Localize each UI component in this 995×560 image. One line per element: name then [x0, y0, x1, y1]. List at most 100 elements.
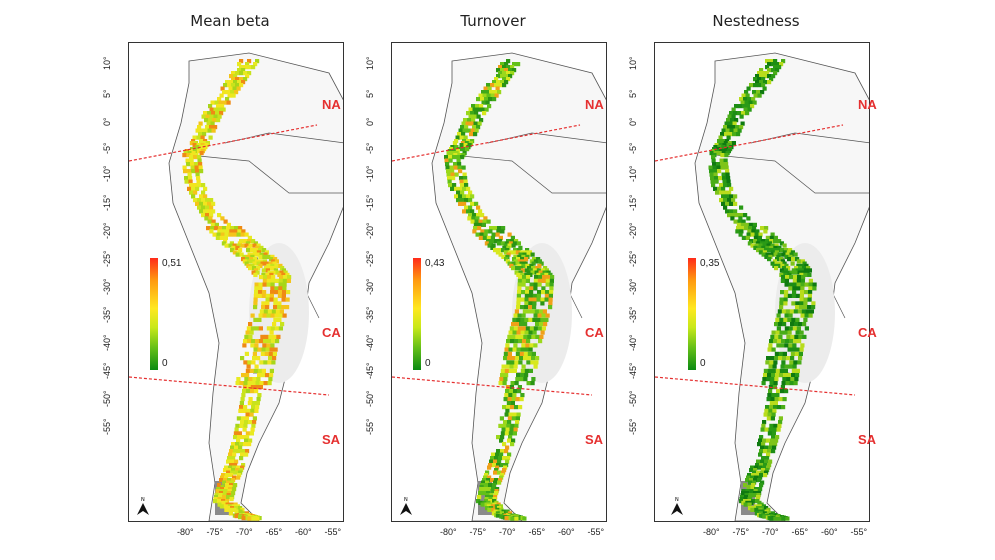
raster-cell [515, 261, 520, 266]
lat-tick-label: -15° [365, 193, 375, 211]
raster-cell [710, 179, 715, 184]
raster-cell [545, 290, 550, 295]
raster-cell [506, 423, 511, 428]
raster-cell [537, 263, 542, 268]
raster-cell [241, 257, 246, 262]
raster-cell [539, 334, 544, 339]
raster-cell [778, 416, 783, 421]
raster-cell [512, 330, 517, 335]
raster-cell [541, 326, 546, 331]
raster-cell [191, 194, 196, 199]
raster-cell [235, 468, 240, 473]
raster-cell [774, 261, 779, 266]
raster-cell [470, 219, 475, 224]
raster-cell [515, 250, 520, 255]
region-label-sa: SA [585, 432, 604, 447]
raster-cell [764, 254, 769, 259]
raster-cell [234, 90, 239, 95]
raster-cell [222, 100, 227, 105]
raster-cell [529, 343, 534, 348]
raster-cell [506, 245, 511, 250]
raster-cell [759, 435, 764, 440]
raster-cell [752, 226, 757, 231]
raster-cell [267, 360, 272, 365]
raster-cell [187, 169, 192, 174]
raster-cell [462, 128, 467, 133]
raster-cell [772, 385, 777, 390]
raster-cell [186, 162, 191, 167]
raster-cell [709, 151, 714, 156]
raster-cell [748, 222, 753, 227]
raster-cell [241, 435, 246, 440]
raster-cell [228, 243, 233, 248]
raster-cell [520, 272, 525, 277]
raster-cell [531, 351, 536, 356]
raster-cell [721, 145, 726, 150]
raster-cell [789, 309, 794, 314]
raster-cell [799, 301, 804, 306]
raster-cell [444, 158, 449, 163]
raster-cell [803, 305, 808, 310]
raster-cell [212, 118, 217, 123]
raster-cell [240, 232, 245, 237]
raster-cell [271, 360, 276, 365]
lon-tick-label: -65° [528, 527, 546, 537]
raster-cell [268, 377, 273, 382]
raster-cell [271, 309, 276, 314]
raster-cell [528, 305, 533, 310]
lon-tick-label: -80° [440, 527, 457, 537]
lat-tick-label: -25° [102, 250, 112, 267]
raster-cell [756, 459, 761, 464]
raster-cell [772, 263, 777, 268]
raster-cell [494, 93, 499, 98]
raster-cell [783, 297, 788, 302]
map-panel-nestedness: Nestedness 0,35 0 NA CA SA N 10° 5° 0° -5° -… [628, 0, 877, 560]
raster-cell [760, 459, 765, 464]
raster-cell [472, 107, 477, 112]
raster-cell [500, 473, 505, 478]
raster-cell [497, 459, 502, 464]
raster-cell [516, 62, 521, 67]
raster-cell [511, 397, 516, 402]
raster-cell [537, 259, 542, 264]
raster-cell [793, 309, 798, 314]
raster-cell [731, 125, 736, 130]
raster-cell [508, 368, 513, 373]
raster-cell [496, 241, 501, 246]
raster-cell [464, 205, 469, 210]
raster-cell [779, 272, 784, 277]
raster-cell [734, 104, 739, 109]
raster-cell [246, 326, 251, 331]
raster-cell [773, 442, 778, 447]
raster-cell [504, 463, 509, 468]
raster-cell [480, 213, 485, 218]
raster-cell [750, 507, 755, 512]
raster-cell [499, 452, 504, 457]
raster-cell [727, 213, 732, 218]
raster-cell [773, 405, 778, 410]
raster-cell [795, 317, 800, 322]
raster-cell [800, 263, 805, 268]
raster-cell [790, 261, 795, 266]
raster-cell [208, 135, 213, 140]
raster-cell [764, 248, 769, 253]
raster-cell [522, 516, 527, 521]
raster-cell [767, 62, 772, 67]
raster-cell [535, 322, 540, 327]
raster-cell [544, 268, 549, 273]
raster-cell [228, 511, 233, 516]
raster-cell [773, 245, 778, 250]
raster-cell [512, 317, 517, 322]
raster-cell [456, 155, 461, 160]
raster-cell [765, 456, 770, 461]
raster-cell [725, 128, 730, 133]
raster-cell [780, 389, 785, 394]
raster-cell [463, 118, 468, 123]
raster-cell [517, 286, 522, 291]
raster-cell [463, 143, 468, 148]
raster-cell [731, 114, 736, 119]
raster-cell [803, 317, 808, 322]
raster-cell [482, 491, 487, 496]
raster-cell [476, 499, 481, 504]
raster-cell [764, 470, 769, 475]
